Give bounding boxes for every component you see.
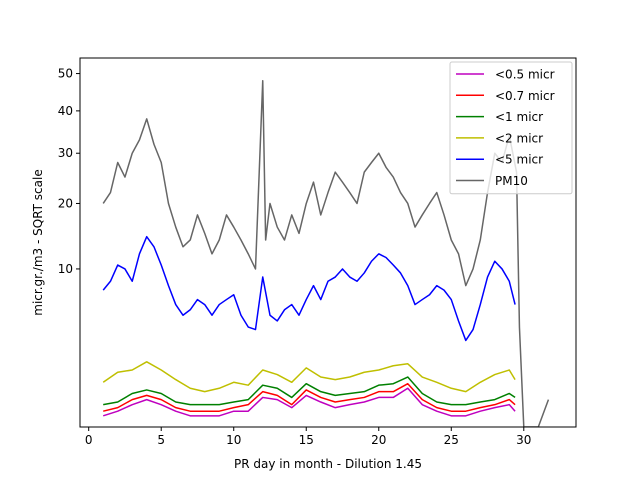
legend: <0.5 micr <0.7 micr <1 micr <2 micr <5 micr P… [449, 61, 573, 195]
x-tick-label: 30 [516, 433, 531, 447]
y-tick-label: 30 [58, 146, 73, 160]
y-tick-label: 10 [58, 262, 73, 276]
legend-label-4: <5 micr [495, 153, 543, 167]
x-tick-label: 25 [444, 433, 459, 447]
x-tick-label: 20 [371, 433, 386, 447]
y-tick-label: 50 [58, 67, 73, 81]
x-axis-label: PR day in month - Dilution 1.45 [234, 457, 422, 471]
series-line-1 [103, 382, 516, 412]
legend-label-5: PM10 [495, 174, 528, 188]
series-line-5 [102, 79, 550, 427]
plot-area [102, 79, 550, 427]
series-line-3 [102, 361, 516, 393]
series-line-0 [102, 387, 516, 417]
legend-label-0: <0.5 micr [495, 68, 555, 82]
axes-frame [79, 57, 577, 428]
x-tick-label: 5 [157, 433, 165, 447]
y-axis-label: micr.gr./m3 - SQRT scale [31, 169, 45, 315]
y-tick-label: 20 [58, 196, 73, 210]
series-line-4 [102, 235, 516, 342]
x-tick-label: 15 [299, 433, 314, 447]
x-tick-label: 10 [226, 433, 241, 447]
x-tick-label: 0 [85, 433, 93, 447]
legend-label-3: <2 micr [495, 131, 543, 145]
x-axis: 0 5 10 15 20 25 30 [85, 427, 531, 447]
series-line-2 [103, 376, 516, 406]
y-axis: 10 20 30 40 50 [58, 67, 80, 276]
legend-label-2: <1 micr [495, 110, 543, 124]
y-tick-label: 40 [58, 104, 73, 118]
legend-label-1: <0.7 micr [495, 89, 555, 103]
